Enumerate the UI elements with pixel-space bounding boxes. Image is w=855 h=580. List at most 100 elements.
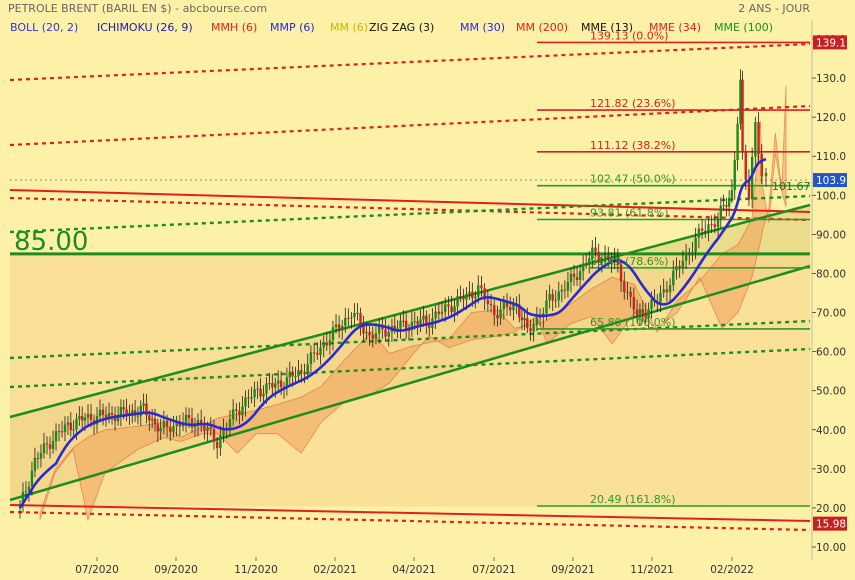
fib-level-label: 111.12 (38.2%) [590,139,676,152]
x-tick-label: 11/2020 [234,564,278,576]
candle-body [518,304,521,318]
candle-body [153,418,157,425]
candle-body [24,491,28,493]
candle-body [665,289,669,293]
indicator-legend-item[interactable]: MMP (6) [270,21,315,34]
candle-body [453,306,456,313]
x-tick-label: 07/2021 [472,564,516,576]
candle-body [178,422,182,427]
candle-body [344,317,347,326]
candle-body [219,435,222,449]
candle-body [486,299,490,305]
indicator-legend-item[interactable]: MME (100) [714,21,773,34]
candle-body [505,301,509,307]
indicator-legend-item[interactable]: MME (34) [649,21,701,34]
candle-body [597,251,600,263]
candle-body [265,383,268,394]
candle-body [459,296,462,298]
candle-body [212,429,216,442]
candle-body [619,264,623,282]
candle-body [203,425,206,431]
fib-level-label: 81.43 (78.6%) [590,255,669,268]
candle-body [107,412,111,418]
candle-body [228,419,232,428]
y-tick-label: 20.00 [816,503,846,515]
channel-upper-line [9,203,811,419]
candle-body [647,309,650,318]
candle-body [256,388,259,390]
candle-body [33,457,37,471]
candle-body [238,410,241,416]
candle-body [139,405,142,416]
candle-body [268,383,271,385]
candle-body [730,190,734,198]
candle-body [306,364,309,375]
candle-body [694,237,697,252]
candle-body [407,329,411,331]
indicator-legend-item[interactable]: MME (13) [581,21,633,34]
candle-body [294,376,297,378]
candle-body [719,205,723,219]
x-tick-label: 09/2020 [154,564,198,576]
period-label: 2 ANS - JOUR [738,2,810,15]
candle-body [136,415,140,417]
y-tick-label: 100.0 [816,190,846,202]
indicator-legend-item[interactable]: MMH (6) [211,21,257,34]
y-tick-label: 10.00 [816,542,846,554]
moving-average-30 [18,157,767,509]
candle-body [393,325,396,329]
candle-body [247,397,250,399]
indicator-legend-item[interactable]: MM (30) [460,21,505,34]
candle-body [725,205,728,207]
candle-body [610,258,613,263]
candle-body [688,253,691,255]
candle-body [30,470,34,487]
candle-body [444,304,447,312]
candle-body [78,416,81,419]
candle-body [206,427,209,431]
candle-body [187,415,191,419]
candle-body [563,289,567,291]
candle-body [600,261,604,263]
candle-body [733,160,736,191]
candle-body [496,315,499,319]
candle-body [122,407,125,410]
candle-body [80,416,84,421]
candle-body [678,266,681,268]
candle-body [707,224,710,231]
candle-body [303,372,306,375]
candle-body [387,332,390,337]
candle-body [623,281,626,293]
candle-body [456,296,459,307]
fib-level-label: 65.80 (100.0%) [590,316,676,329]
candle-body [750,156,754,200]
indicator-legend-item[interactable]: BOLL (20, 2) [10,21,78,34]
candle-body [594,247,597,252]
candle-body [69,422,72,431]
candle-body [39,452,43,459]
candle-body [241,406,244,416]
candle-body [551,294,554,301]
candle-body [704,230,707,232]
indicator-legend-item[interactable]: ICHIMOKU (26, 9) [97,21,193,34]
indicator-legend-item[interactable]: ZIG ZAG (3) [369,21,434,34]
candle-body [169,426,172,432]
x-tick-label: 02/2021 [313,564,357,576]
price-badge [813,35,847,50]
price-badge-text: 15.98 [816,519,846,531]
candle-body [347,317,350,319]
candle-body [384,329,387,337]
indicator-legend-item[interactable]: MM (6) [330,21,368,34]
candle-body [300,370,303,373]
candle-body [75,418,78,430]
indicator-legend-item[interactable]: MM (200) [516,21,568,34]
candle-body [538,317,542,319]
candle-body [119,407,123,417]
candle-body [377,325,381,334]
candle-body [700,228,704,231]
candle-body [150,418,154,421]
candle-body [148,415,151,421]
candle-body [175,422,178,427]
candle-body [535,317,539,326]
